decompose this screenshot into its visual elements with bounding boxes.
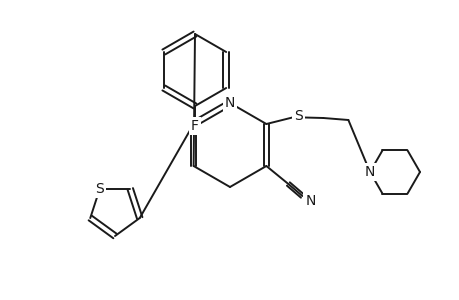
Text: N: N [364, 165, 375, 179]
Text: N: N [224, 96, 235, 110]
Text: N: N [304, 194, 315, 208]
Text: F: F [190, 119, 199, 133]
Text: S: S [95, 182, 104, 196]
Text: S: S [293, 109, 302, 123]
